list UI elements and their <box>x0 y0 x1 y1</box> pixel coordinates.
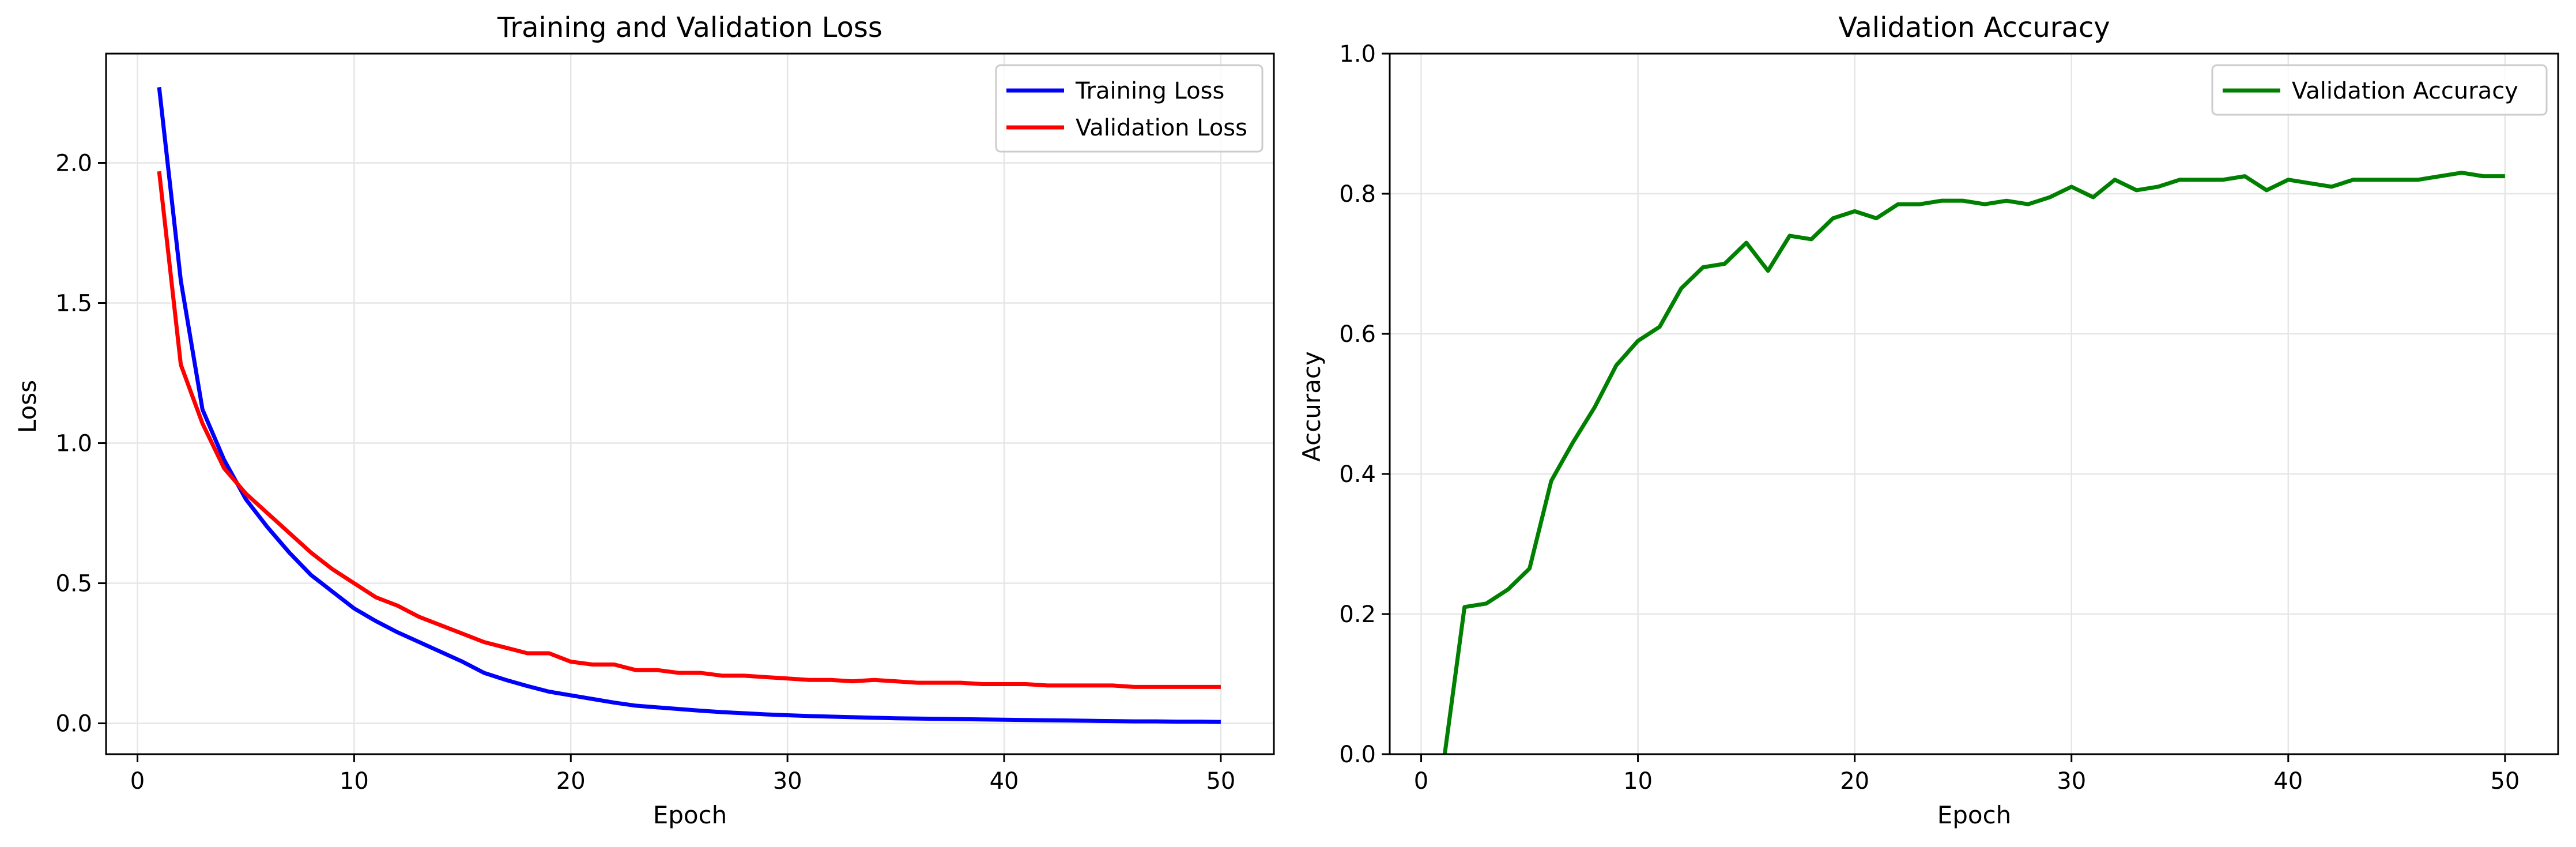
accuracy-chart-xtick-label-50: 50 <box>2490 768 2520 795</box>
accuracy-chart-frame <box>1389 52 2559 755</box>
accuracy-chart-ytick-label-1: 0.2 <box>1339 601 1376 628</box>
accuracy-chart-xtick-label-0: 0 <box>1414 768 1428 795</box>
loss-chart-series-validation-loss <box>157 171 1221 689</box>
accuracy-chart-ytick-label-3: 0.6 <box>1339 321 1376 348</box>
loss-chart-legend <box>995 64 1264 153</box>
loss-chart-legend-label-validation-loss: Validation Loss <box>1076 115 1247 141</box>
accuracy-chart-xtick-label-20: 20 <box>1840 768 1869 795</box>
loss-chart-legend-label-training-loss: Training Loss <box>1075 78 1224 104</box>
loss-chart-title: Training and Validation Loss <box>497 12 882 44</box>
loss-chart-xtick-label-30: 30 <box>773 768 802 795</box>
accuracy-chart-legend-label-validation-accuracy: Validation Accuracy <box>2292 78 2518 104</box>
accuracy-chart-xtick-label-40: 40 <box>2273 768 2303 795</box>
accuracy-chart-legend <box>2211 64 2548 116</box>
loss-chart-ylabel: Loss <box>13 380 42 433</box>
loss-chart-xtick-label-40: 40 <box>990 768 1019 795</box>
accuracy-chart-ytick-label-5: 1.0 <box>1339 41 1376 67</box>
accuracy-chart-series-validation-accuracy <box>1442 171 2505 754</box>
loss-chart-ytick-label-3: 1.5 <box>55 291 92 317</box>
loss-chart-xtick-label-10: 10 <box>340 768 369 795</box>
accuracy-chart-ytick-label-2: 0.4 <box>1339 461 1376 488</box>
accuracy-chart-title: Validation Accuracy <box>1838 12 2110 44</box>
accuracy-chart: Validation Accuracy Epoch Accuracy 0 10 20… <box>1298 12 2559 829</box>
loss-chart-frame <box>105 52 1275 755</box>
loss-chart-ytick-label-1: 0.5 <box>55 571 92 597</box>
loss-chart-ytick-label-2: 1.0 <box>55 431 92 457</box>
loss-chart: Training and Validation Loss Epoch Loss … <box>13 12 1275 829</box>
accuracy-chart-xtick-label-30: 30 <box>2057 768 2086 795</box>
loss-chart-xlabel: Epoch <box>653 801 727 829</box>
loss-chart-xtick-label-0: 0 <box>130 768 145 795</box>
accuracy-chart-ylabel: Accuracy <box>1298 351 1326 462</box>
accuracy-chart-ytick-label-0: 0.0 <box>1339 741 1376 768</box>
loss-chart-xtick-label-20: 20 <box>556 768 586 795</box>
accuracy-chart-ytick-label-4: 0.8 <box>1339 181 1376 208</box>
loss-chart-ytick-label-4: 2.0 <box>55 150 92 177</box>
loss-chart-ytick-label-0: 0.0 <box>55 711 92 737</box>
loss-chart-series-training-loss <box>157 86 1221 724</box>
loss-chart-xtick-label-50: 50 <box>1206 768 1235 795</box>
accuracy-chart-xlabel: Epoch <box>1937 801 2012 829</box>
accuracy-chart-xtick-label-10: 10 <box>1623 768 1653 795</box>
